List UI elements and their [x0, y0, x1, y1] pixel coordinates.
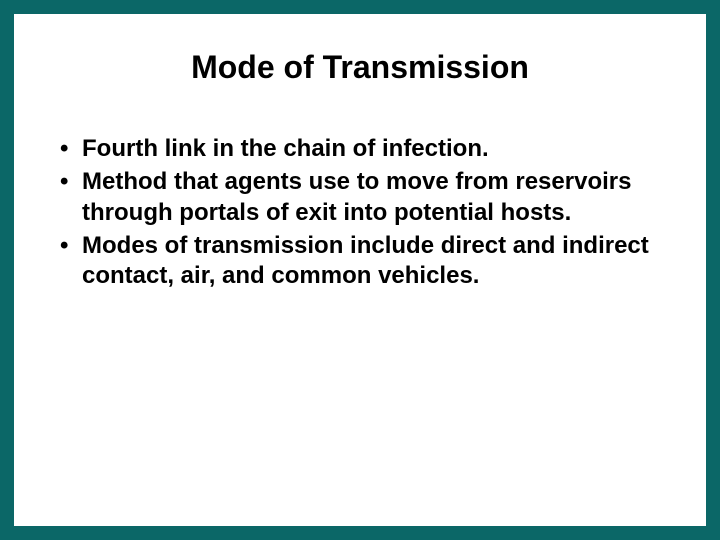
slide-body: Mode of Transmission Fourth link in the …: [14, 14, 706, 526]
list-item: Method that agents use to move from rese…: [54, 167, 666, 228]
slide-border: Mode of Transmission Fourth link in the …: [0, 0, 720, 540]
slide-title: Mode of Transmission: [54, 48, 666, 86]
list-item: Modes of transmission include direct and…: [54, 231, 666, 292]
bullet-list: Fourth link in the chain of infection. M…: [54, 134, 666, 292]
list-item: Fourth link in the chain of infection.: [54, 134, 666, 165]
